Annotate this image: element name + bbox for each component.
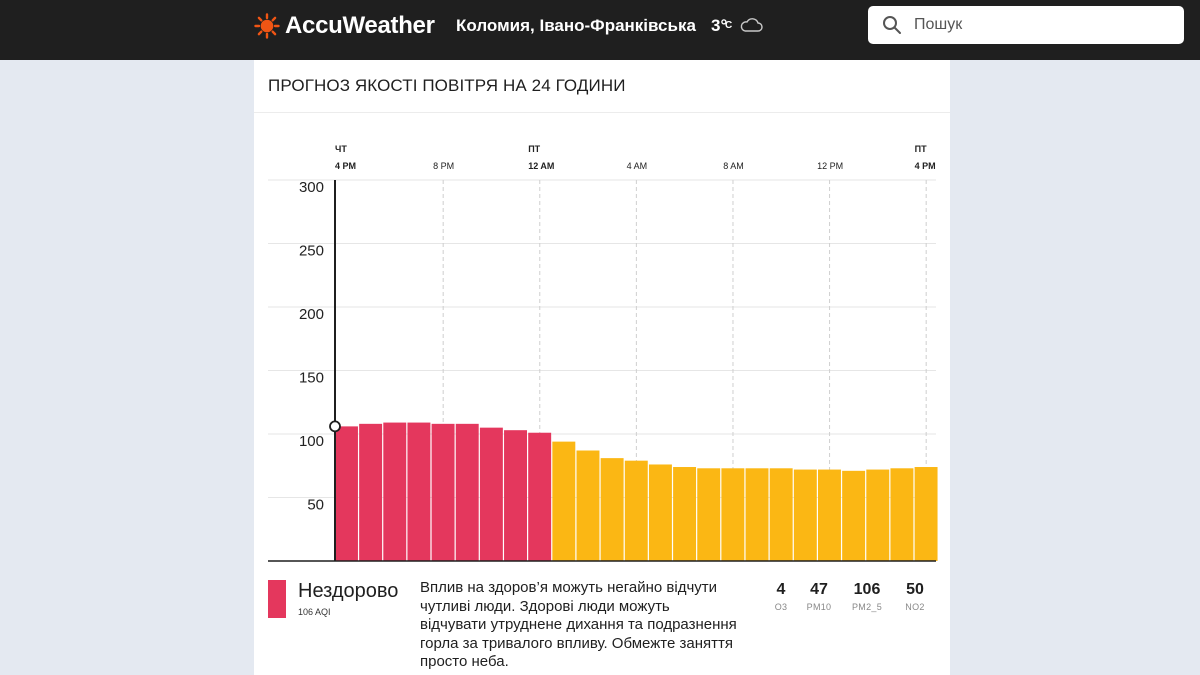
aqi-bar: [793, 469, 817, 561]
search-icon: [883, 16, 901, 34]
aqi-value: 106 AQI: [298, 607, 331, 617]
aqi-bar: [431, 423, 455, 561]
pollutant-name: PM10: [806, 602, 832, 612]
aqi-bar: [721, 468, 745, 561]
aqi-bar: [335, 426, 358, 561]
pollutant-no2: 50 NO2: [902, 580, 928, 614]
x-tick-day-label: ПТ: [915, 144, 927, 154]
y-tick-label: 100: [299, 433, 324, 450]
x-tick-time-label: 8 AM: [723, 161, 744, 171]
aqi-bar: [504, 430, 527, 561]
top-bar: AccuWeather Коломия, Івано-Франківська 3…: [0, 0, 1200, 60]
x-tick-time-label: 4 PM: [915, 161, 936, 171]
y-tick-label: 250: [299, 243, 324, 260]
pollutant-name: PM2_5: [851, 602, 883, 612]
aqi-bar: [769, 468, 793, 561]
x-tick-time-label: 4 AM: [627, 161, 648, 171]
air-quality-chart: 50 100 150 200 250 300 ЧТ 4 PM 8 PM ПТ 12 AM 4 AM 8 …: [268, 144, 938, 562]
temperature-unit: C: [725, 20, 733, 31]
aqi-bar: [648, 464, 672, 561]
current-temperature: 3°: [711, 16, 728, 35]
aqi-bar: [479, 427, 503, 561]
pollutant-o3: 4 O3: [768, 580, 794, 614]
aqi-bar: [842, 470, 866, 561]
y-tick-label: 50: [307, 497, 324, 514]
y-tick-label: 300: [299, 179, 324, 196]
aqi-bar: [600, 458, 624, 561]
health-description: Вплив на здоров’я можуть негайно відчути…: [420, 579, 737, 670]
aqi-bar: [407, 422, 431, 561]
aqi-bar: [914, 467, 938, 561]
aqi-bar: [383, 422, 407, 561]
card-title: ПРОГНОЗ ЯКОСТІ ПОВІТРЯ НА 24 ГОДИНИ: [268, 76, 626, 95]
search-box[interactable]: [868, 6, 1184, 44]
pollutant-value: 106: [853, 581, 881, 598]
aqi-bar: [528, 432, 552, 561]
x-tick-day-label: ЧТ: [335, 144, 347, 154]
aqi-bar: [552, 441, 576, 561]
x-tick-day-label: ПТ: [528, 144, 540, 154]
pollutant-pm2-5: 106 PM2_5: [850, 580, 884, 614]
pollutant-name: O3: [774, 602, 788, 612]
aqi-bar: [624, 460, 648, 561]
cloud-icon: [740, 18, 763, 32]
pollutant-value: 50: [906, 581, 924, 598]
x-tick-time-label: 12 PM: [817, 161, 843, 171]
location-name[interactable]: Коломия, Івано-Франківська: [456, 16, 696, 35]
aqi-bar: [576, 450, 600, 561]
divider: [254, 112, 950, 113]
x-tick-time-label: 4 PM: [335, 161, 356, 171]
x-tick-time-label: 8 PM: [433, 161, 454, 171]
aqi-category: Нездорово: [298, 580, 399, 602]
category-color-swatch: [268, 580, 286, 618]
brand-name: AccuWeather: [285, 12, 435, 39]
aqi-bar: [359, 423, 383, 561]
aqi-bar: [890, 468, 914, 561]
aqi-bar: [818, 469, 841, 561]
y-tick-label: 150: [299, 370, 324, 387]
current-value-marker: [329, 420, 341, 433]
air-quality-card: ПРОГНОЗ ЯКОСТІ ПОВІТРЯ НА 24 ГОДИНИ 50 10…: [254, 60, 950, 675]
x-tick-time-label: 12 AM: [528, 161, 554, 171]
aqi-bar: [673, 467, 697, 561]
aqi-bar: [455, 423, 479, 561]
pollutant-value: 47: [810, 581, 828, 598]
search-input[interactable]: [914, 6, 1174, 44]
aqi-bar: [745, 468, 769, 561]
pollutant-pm10: 47 PM10: [804, 580, 834, 614]
aqi-bar: [697, 468, 721, 561]
sun-logo-icon: [254, 13, 280, 39]
accuweather-logo[interactable]: AccuWeather: [254, 12, 435, 40]
aqi-bar: [866, 469, 890, 561]
y-tick-label: 200: [299, 306, 324, 323]
pollutant-value: 4: [776, 581, 786, 598]
pollutant-name: NO2: [905, 602, 925, 612]
